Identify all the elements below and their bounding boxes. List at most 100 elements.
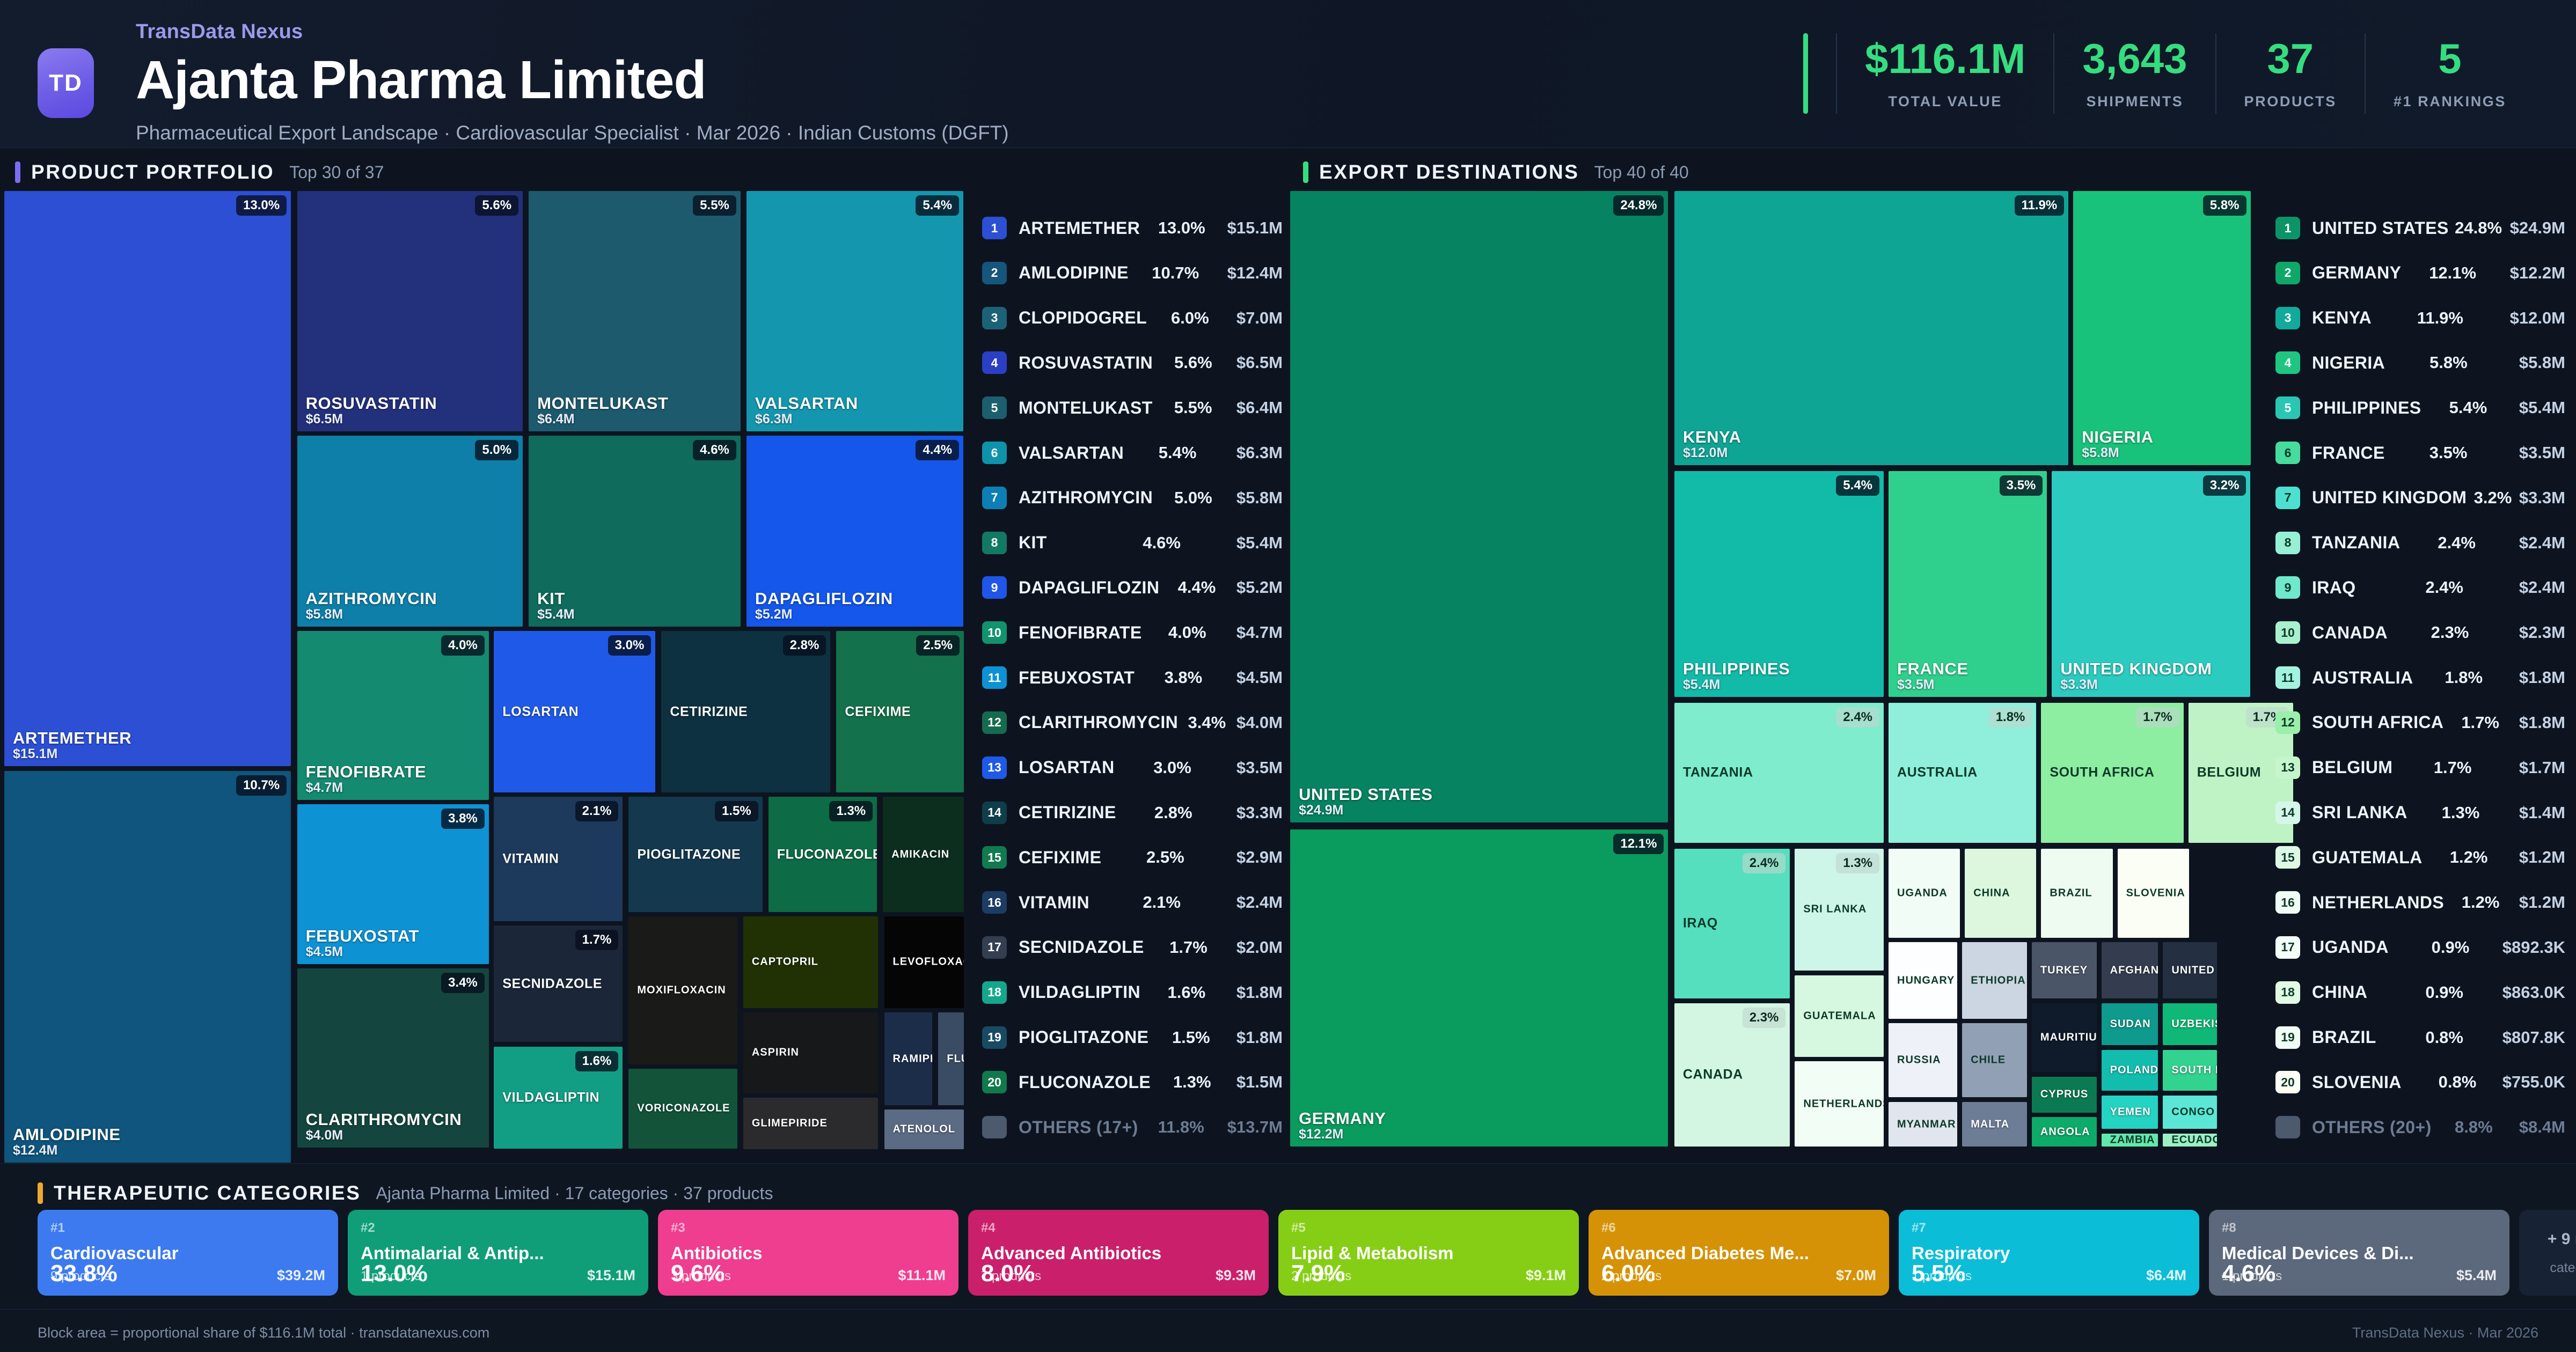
treemap-tile[interactable]: FEBUXOSTAT $4.5M 3.8% xyxy=(297,804,489,964)
rank-row[interactable]: 2 GERMANY 12.1% $12.2M xyxy=(2275,260,2565,286)
treemap-tile[interactable]: AMLODIPINE $12.4M 10.7% xyxy=(4,770,291,1163)
treemap-tile[interactable]: FLUCONAZOLE$1.5M1.3% xyxy=(768,797,877,913)
treemap-tile[interactable]: FRANCE $3.5M 3.5% xyxy=(1889,471,2047,697)
treemap-tile[interactable]: ARTEMETHER $15.1M 13.0% xyxy=(4,191,291,767)
treemap-tile[interactable]: LOSARTAN$3.5M3.0% xyxy=(494,631,656,792)
treemap-tile[interactable]: MONTELUKAST $6.4M 5.5% xyxy=(529,191,741,431)
treemap-tile[interactable]: ZAMBIA xyxy=(2101,1133,2158,1147)
treemap-tile[interactable]: LEVOFLOXACIN xyxy=(884,916,964,1008)
treemap-tile[interactable]: MYANMAR xyxy=(1889,1101,1958,1147)
treemap-tile[interactable]: PIOGLITAZONE$1.8M1.5% xyxy=(628,797,763,913)
rank-row[interactable]: 9 DAPAGLIFLOZIN 4.4% $5.2M xyxy=(982,574,1283,601)
rank-row[interactable]: 11 FEBUXOSTAT 3.8% $4.5M xyxy=(982,664,1283,691)
treemap-tile[interactable]: CLARITHROMYCIN $4.0M 3.4% xyxy=(297,968,489,1148)
treemap-tile[interactable]: MOXIFLOXACIN xyxy=(628,916,737,1065)
treemap-tile[interactable]: SECNIDAZOLE$2.0M1.7% xyxy=(494,925,623,1042)
treemap-tile[interactable]: AMIKACIN xyxy=(883,797,964,913)
rank-row[interactable]: 17 UGANDA 0.9% $892.3K xyxy=(2275,934,2565,961)
treemap-tile[interactable]: RUSSIA xyxy=(1889,1023,1958,1098)
rank-row[interactable]: 18 CHINA 0.9% $863.0K xyxy=(2275,979,2565,1006)
rank-row[interactable]: 19 BRAZIL 0.8% $807.8K xyxy=(2275,1024,2565,1051)
treemap-tile[interactable]: ANGOLA xyxy=(2031,1117,2097,1147)
treemap-tile[interactable]: SOUTH AFRICA$1.8M1.7% xyxy=(2041,703,2184,843)
treemap-tile[interactable]: CAPTOPRIL xyxy=(743,916,879,1008)
rank-row[interactable]: 13 LOSARTAN 3.0% $3.5M xyxy=(982,754,1283,781)
treemap-tile[interactable]: GUATEMALA xyxy=(1795,975,1884,1057)
rank-row[interactable]: 2 AMLODIPINE 10.7% $12.4M xyxy=(982,260,1283,286)
category-card[interactable]: #4 Advanced Antibiotics 7 products 8.0% $9.3… xyxy=(968,1210,1269,1296)
treemap-tile[interactable]: CYPRUS xyxy=(2031,1076,2097,1113)
rank-row[interactable]: 7 UNITED KINGDOM 3.2% $3.3M xyxy=(2275,484,2565,511)
category-card[interactable]: #5 Lipid & Metabolism 2 products 7.9% $9.1M xyxy=(1278,1210,1579,1296)
rank-row[interactable]: 16 VITAMIN 2.1% $2.4M xyxy=(982,889,1283,916)
rank-row[interactable]: 4 NIGERIA 5.8% $5.8M xyxy=(2275,349,2565,376)
treemap-tile[interactable]: POLAND xyxy=(2101,1050,2158,1091)
rank-row[interactable]: 4 ROSUVASTATIN 5.6% $6.5M xyxy=(982,349,1283,376)
treemap-tile[interactable]: CETIRIZINE$3.3M2.8% xyxy=(661,631,831,792)
rank-row[interactable]: 1 ARTEMETHER 13.0% $15.1M xyxy=(982,215,1283,241)
category-card[interactable]: #8 Medical Devices & Di... 1 products 4.6% $… xyxy=(2209,1210,2509,1296)
treemap-tile[interactable]: AUSTRALIA$1.8M1.8% xyxy=(1889,703,2037,843)
treemap-tile[interactable]: CANADA$2.3M2.3% xyxy=(1674,1003,1790,1147)
rank-row-others[interactable]: OTHERS (17+) 11.8% $13.7M xyxy=(982,1114,1283,1141)
treemap-tile[interactable]: MALTA xyxy=(1962,1101,2027,1147)
treemap-tile[interactable]: KENYA $12.0M 11.9% xyxy=(1674,191,2069,465)
treemap-tile[interactable]: TANZANIA$2.4M2.4% xyxy=(1674,703,1884,843)
treemap-tile[interactable]: YEMEN xyxy=(2101,1096,2158,1129)
category-more-card[interactable]: + 9 more categories xyxy=(2519,1210,2576,1296)
rank-row[interactable]: 16 NETHERLANDS 1.2% $1.2M xyxy=(2275,889,2565,916)
treemap-tile[interactable]: HUNGARY xyxy=(1889,942,1958,1019)
rank-row[interactable]: 20 SLOVENIA 0.8% $755.0K xyxy=(2275,1069,2565,1096)
treemap-tile[interactable]: UGANDA xyxy=(1889,848,1960,938)
treemap-tile[interactable]: ROSUVASTATIN $6.5M 5.6% xyxy=(297,191,523,431)
treemap-tile[interactable]: PHILIPPINES $5.4M 5.4% xyxy=(1674,471,1884,697)
treemap-tile[interactable]: CONGO DR xyxy=(2163,1096,2218,1129)
treemap-tile[interactable]: SRI LANKA$1.4M1.3% xyxy=(1795,848,1884,971)
rank-row[interactable]: 19 PIOGLITAZONE 1.5% $1.8M xyxy=(982,1024,1283,1051)
treemap-tile[interactable]: SOUTH KOREA xyxy=(2163,1050,2218,1091)
rank-row[interactable]: 15 GUATEMALA 1.2% $1.2M xyxy=(2275,844,2565,871)
rank-row[interactable]: 6 VALSARTAN 5.4% $6.3M xyxy=(982,439,1283,466)
treemap-tile[interactable]: ECUADOR xyxy=(2163,1133,2218,1147)
treemap-tile[interactable]: VALSARTAN $6.3M 5.4% xyxy=(746,191,964,431)
treemap-tile[interactable]: CEFIXIME$2.9M2.5% xyxy=(836,631,964,792)
treemap-tile[interactable]: KIT $5.4M 4.6% xyxy=(529,435,741,627)
treemap-tile[interactable]: UNITED KINGDOM $3.3M 3.2% xyxy=(2052,471,2251,697)
treemap-tile[interactable]: GLIMEPIRIDE xyxy=(743,1098,879,1149)
category-card[interactable]: #3 Antibiotics 3 products 9.6% $11.1M xyxy=(658,1210,958,1296)
rank-row[interactable]: 20 FLUCONAZOLE 1.3% $1.5M xyxy=(982,1069,1283,1096)
rank-row[interactable]: 5 MONTELUKAST 5.5% $6.4M xyxy=(982,394,1283,421)
rank-row[interactable]: 11 AUSTRALIA 1.8% $1.8M xyxy=(2275,664,2565,691)
treemap-tile[interactable]: RAMIPRIL xyxy=(884,1012,933,1106)
rank-row[interactable]: 8 TANZANIA 2.4% $2.4M xyxy=(2275,530,2565,556)
category-card[interactable]: #2 Antimalarial & Antip... 1 products 13.0%… xyxy=(348,1210,648,1296)
treemap-tile[interactable]: FLUCLOXACILLIN xyxy=(938,1012,964,1106)
rank-row[interactable]: 7 AZITHROMYCIN 5.0% $5.8M xyxy=(982,484,1283,511)
treemap-tile[interactable]: CHINA xyxy=(1965,848,2037,938)
category-card[interactable]: #7 Respiratory 1 products 5.5% $6.4M xyxy=(1899,1210,2199,1296)
treemap-tile[interactable]: BRAZIL xyxy=(2041,848,2113,938)
treemap-tile[interactable]: FENOFIBRATE $4.7M 4.0% xyxy=(297,631,489,800)
rank-row[interactable]: 13 BELGIUM 1.7% $1.7M xyxy=(2275,754,2565,781)
treemap-tile[interactable]: NIGERIA $5.8M 5.8% xyxy=(2073,191,2251,465)
rank-row[interactable]: 14 SRI LANKA 1.3% $1.4M xyxy=(2275,799,2565,826)
rank-row[interactable]: 1 UNITED STATES 24.8% $24.9M xyxy=(2275,215,2565,241)
rank-row[interactable]: 15 CEFIXIME 2.5% $2.9M xyxy=(982,844,1283,871)
rank-row[interactable]: 9 IRAQ 2.4% $2.4M xyxy=(2275,574,2565,601)
treemap-tile[interactable]: ATENOLOL xyxy=(884,1109,964,1149)
rank-row[interactable]: 6 FRANCE 3.5% $3.5M xyxy=(2275,439,2565,466)
treemap-tile[interactable]: CHILE xyxy=(1962,1023,2027,1098)
treemap-tile[interactable]: IRAQ$2.4M2.4% xyxy=(1674,848,1790,998)
treemap-tile[interactable]: AZITHROMYCIN $5.8M 5.0% xyxy=(297,435,523,627)
treemap-tile[interactable]: AFGHANISTAN xyxy=(2101,942,2158,998)
category-card[interactable]: #6 Advanced Diabetes Me... 2 products 6.0% $… xyxy=(1589,1210,1889,1296)
rank-row[interactable]: 8 KIT 4.6% $5.4M xyxy=(982,530,1283,556)
treemap-tile[interactable]: UZBEKISTAN xyxy=(2163,1003,2218,1046)
rank-row[interactable]: 10 CANADA 2.3% $2.3M xyxy=(2275,619,2565,646)
treemap-tile[interactable]: UNITED ARAB EMIRATES xyxy=(2163,942,2218,998)
treemap-tile[interactable]: TURKEY xyxy=(2031,942,2097,998)
treemap-tile[interactable]: VITAMIN$2.4M2.1% xyxy=(494,797,623,921)
rank-row[interactable]: 17 SECNIDAZOLE 1.7% $2.0M xyxy=(982,934,1283,961)
rank-row[interactable]: 12 CLARITHROMYCIN 3.4% $4.0M xyxy=(982,709,1283,736)
treemap-tile[interactable]: ETHIOPIA xyxy=(1962,942,2027,1019)
